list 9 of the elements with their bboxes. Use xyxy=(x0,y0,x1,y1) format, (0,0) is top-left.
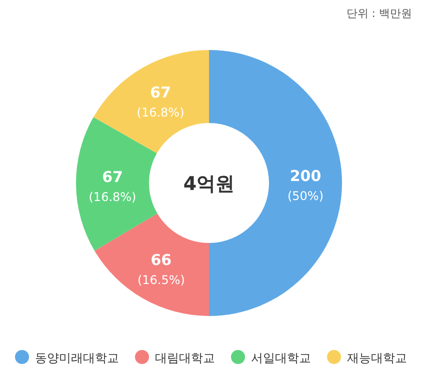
legend-label: 재능대학교 xyxy=(347,351,407,365)
donut-slice xyxy=(93,50,209,154)
donut-slice xyxy=(94,214,209,316)
chart-subtitle: 단위 : 백만원 xyxy=(346,7,412,20)
legend-label: 동양미래대학교 xyxy=(35,351,119,365)
legend-label: 대림대학교 xyxy=(155,351,215,365)
donut-slice xyxy=(76,117,158,251)
legend-label: 서일대학교 xyxy=(251,351,311,365)
text: 4억원 xyxy=(183,173,235,195)
